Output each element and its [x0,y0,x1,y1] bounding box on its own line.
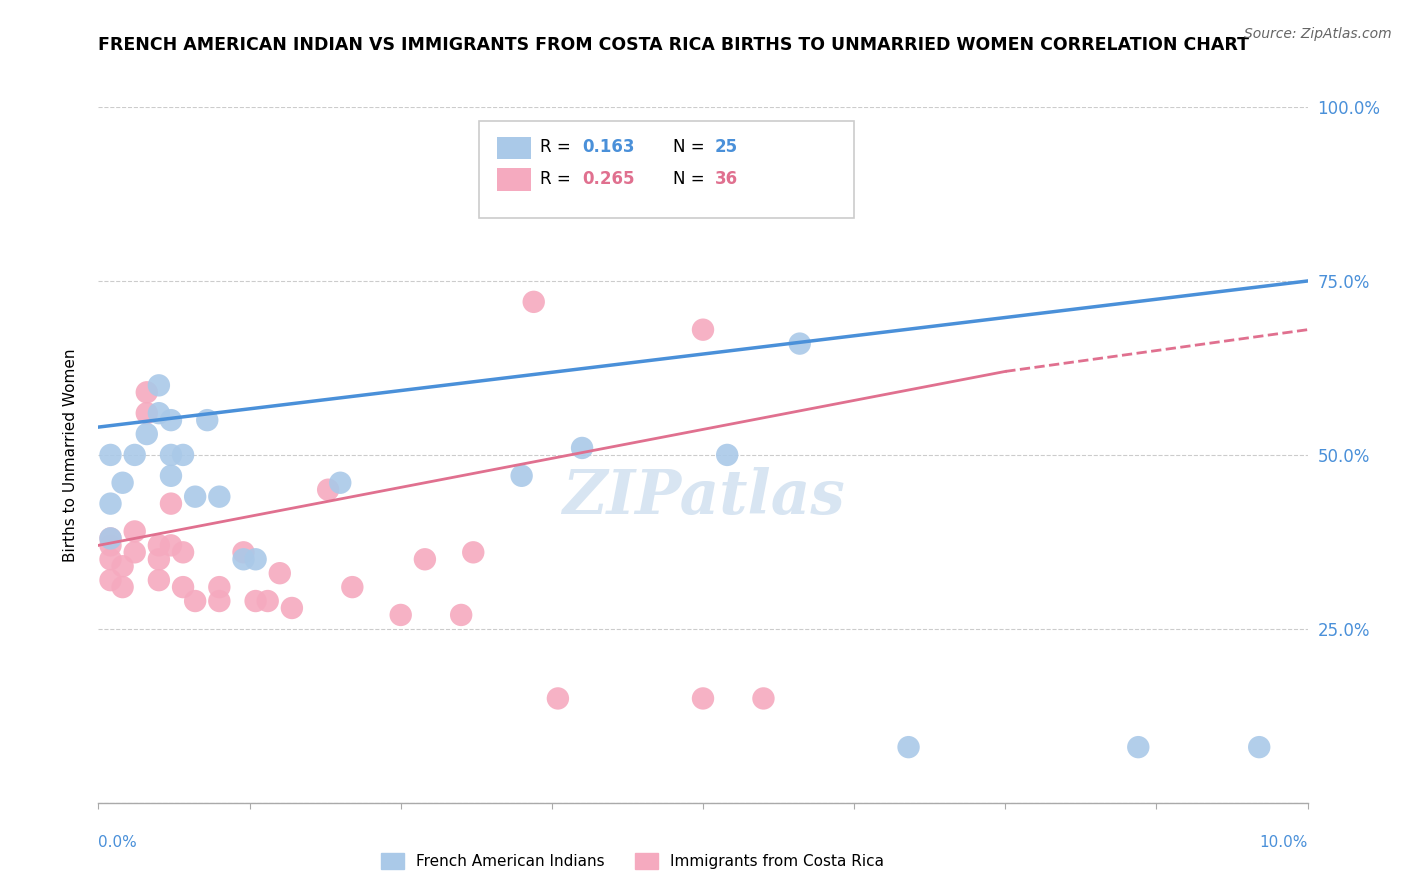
Point [160,448,183,462]
Point [124,545,146,559]
Point [148,552,170,566]
Point [1128,740,1150,755]
Point [510,468,533,483]
Point [245,594,267,608]
Point [232,545,254,559]
Point [208,490,231,504]
Point [547,691,569,706]
Point [111,559,134,574]
Point [208,580,231,594]
Point [135,385,157,400]
Point [316,483,339,497]
Point [172,448,194,462]
Text: 25: 25 [716,138,738,156]
Point [160,538,183,552]
Point [692,691,714,706]
Point [256,594,278,608]
Text: 0.265: 0.265 [582,170,634,188]
Point [789,336,811,351]
Text: N =: N = [673,170,710,188]
Point [124,524,146,539]
Point [450,607,472,622]
Point [172,545,194,559]
Point [195,413,218,427]
Point [135,406,157,420]
Point [897,740,920,755]
Bar [498,169,531,191]
Text: 0.0%: 0.0% [98,836,138,850]
Point [100,538,122,552]
Text: N =: N = [673,138,710,156]
Point [148,378,170,392]
Point [111,475,134,490]
Point [716,448,738,462]
Point [692,323,714,337]
Point [269,566,291,581]
Point [100,552,122,566]
Point [184,594,207,608]
Point [752,691,775,706]
Text: 0.163: 0.163 [582,138,634,156]
Point [148,573,170,587]
Point [100,497,122,511]
Point [172,580,194,594]
Bar [498,137,531,159]
Point [160,497,183,511]
Y-axis label: Births to Unmarried Women: Births to Unmarried Women [63,348,77,562]
Point [389,607,412,622]
FancyBboxPatch shape [479,121,855,219]
Point [342,580,364,594]
Point [148,538,170,552]
Text: FRENCH AMERICAN INDIAN VS IMMIGRANTS FROM COSTA RICA BIRTHS TO UNMARRIED WOMEN C: FRENCH AMERICAN INDIAN VS IMMIGRANTS FRO… [98,36,1250,54]
Point [135,427,157,442]
Point [463,545,485,559]
Point [281,601,304,615]
Point [160,413,183,427]
Point [208,594,231,608]
Point [100,532,122,546]
Point [160,468,183,483]
Point [413,552,436,566]
Point [329,475,352,490]
Text: R =: R = [540,170,576,188]
Point [124,448,146,462]
Text: 10.0%: 10.0% [1260,836,1308,850]
Point [100,573,122,587]
Point [148,406,170,420]
Point [523,294,546,309]
Text: ZIPatlas: ZIPatlas [561,467,845,526]
Point [100,448,122,462]
Text: Source: ZipAtlas.com: Source: ZipAtlas.com [1244,27,1392,41]
Point [571,441,593,455]
Point [111,580,134,594]
Legend: French American Indians, Immigrants from Costa Rica: French American Indians, Immigrants from… [375,847,890,875]
Text: R =: R = [540,138,576,156]
Point [232,552,254,566]
Text: 36: 36 [716,170,738,188]
Point [100,532,122,546]
Point [184,490,207,504]
Point [245,552,267,566]
Point [1249,740,1271,755]
